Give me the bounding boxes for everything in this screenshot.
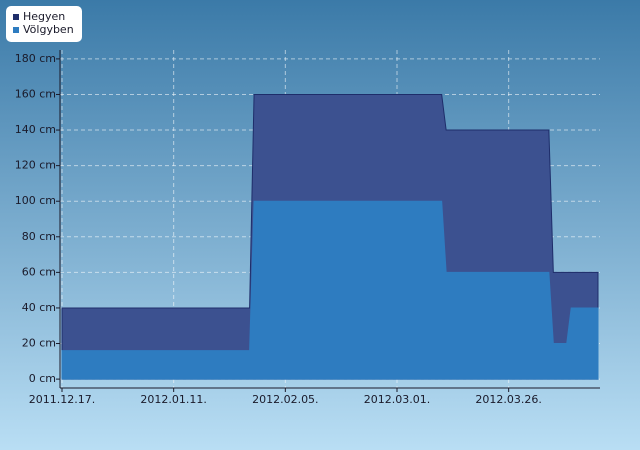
- y-tick-label: 40 cm: [22, 301, 56, 314]
- x-tick-label: 2012.02.05.: [252, 393, 318, 406]
- x-tick-label: 2011.12.17.: [29, 393, 95, 406]
- y-tick-label: 180 cm: [15, 52, 56, 65]
- x-tick-label: 2012.03.26.: [475, 393, 541, 406]
- y-tick-label: 140 cm: [15, 123, 56, 136]
- y-tick-label: 160 cm: [15, 87, 56, 100]
- legend-swatch: [13, 27, 19, 33]
- x-tick-label: 2012.01.11.: [140, 393, 206, 406]
- y-tick-label: 100 cm: [15, 194, 56, 207]
- plot-area: 0 cm 20 cm 40 cm 60 cm 80 cm 100 cm 120 cm 140 …: [15, 50, 600, 406]
- legend-swatch: [13, 14, 19, 20]
- area: [61, 200, 599, 380]
- y-tick-label: 80 cm: [22, 230, 56, 243]
- y-tick-label: 120 cm: [15, 159, 56, 172]
- legend: Hegyen Völgyben: [6, 6, 82, 42]
- legend-label: Völgyben: [23, 23, 74, 36]
- y-tick-label: 20 cm: [22, 337, 56, 350]
- legend-label: Hegyen: [23, 10, 65, 23]
- y-tick-label: 0 cm: [29, 372, 56, 385]
- y-tick-label: 60 cm: [22, 265, 56, 278]
- x-tick-label: 2012.03.01.: [364, 393, 430, 406]
- legend-box: [6, 6, 82, 42]
